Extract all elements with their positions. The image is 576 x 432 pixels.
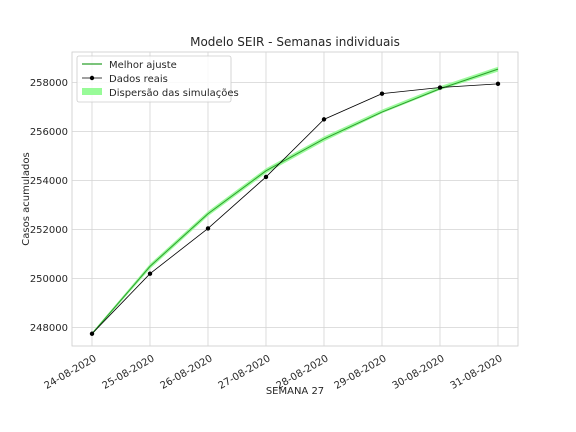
legend-marker-dados-reais bbox=[89, 75, 95, 81]
y-tick-label: 252000 bbox=[30, 225, 68, 236]
legend-label-dados-reais: Dados reais bbox=[109, 74, 168, 85]
data-point-dados-reais bbox=[263, 174, 269, 180]
data-point-dados-reais bbox=[379, 91, 385, 96]
x-axis-label: SEMANA 27 bbox=[266, 386, 324, 397]
data-point-dados-reais bbox=[437, 85, 443, 90]
y-axis-label: Casos acumulados bbox=[21, 152, 32, 245]
legend-box bbox=[76, 55, 232, 103]
chart-title: Modelo SEIR - Semanas individuais bbox=[190, 35, 400, 49]
data-point-dados-reais bbox=[495, 81, 501, 87]
y-tick-label: 256000 bbox=[30, 127, 68, 138]
legend-label-dispersao: Dispersão das simulações bbox=[109, 88, 239, 99]
legend-label-melhor-ajuste: Melhor ajuste bbox=[109, 60, 177, 71]
data-point-dados-reais bbox=[89, 331, 95, 336]
marker-layer bbox=[89, 81, 501, 336]
data-point-dados-reais bbox=[147, 271, 153, 276]
y-tick-label: 248000 bbox=[30, 323, 68, 334]
legend: Melhor ajuste Dados reais Dispersão das … bbox=[76, 55, 239, 103]
y-tick-label: 250000 bbox=[30, 274, 68, 285]
y-tick-labels: 248000 250000 252000 254000 256000 258000 bbox=[30, 78, 68, 334]
y-tick-label: 254000 bbox=[30, 176, 68, 187]
grid-layer bbox=[72, 52, 518, 346]
y-tick-label: 258000 bbox=[30, 78, 68, 89]
data-point-dados-reais bbox=[205, 226, 211, 231]
line-layer bbox=[91, 68, 499, 335]
series-line-dados-reais bbox=[91, 83, 499, 335]
data-point-dados-reais bbox=[321, 117, 327, 122]
legend-swatch-dispersao bbox=[82, 88, 102, 95]
series-line-melhor-ajuste bbox=[91, 68, 499, 335]
